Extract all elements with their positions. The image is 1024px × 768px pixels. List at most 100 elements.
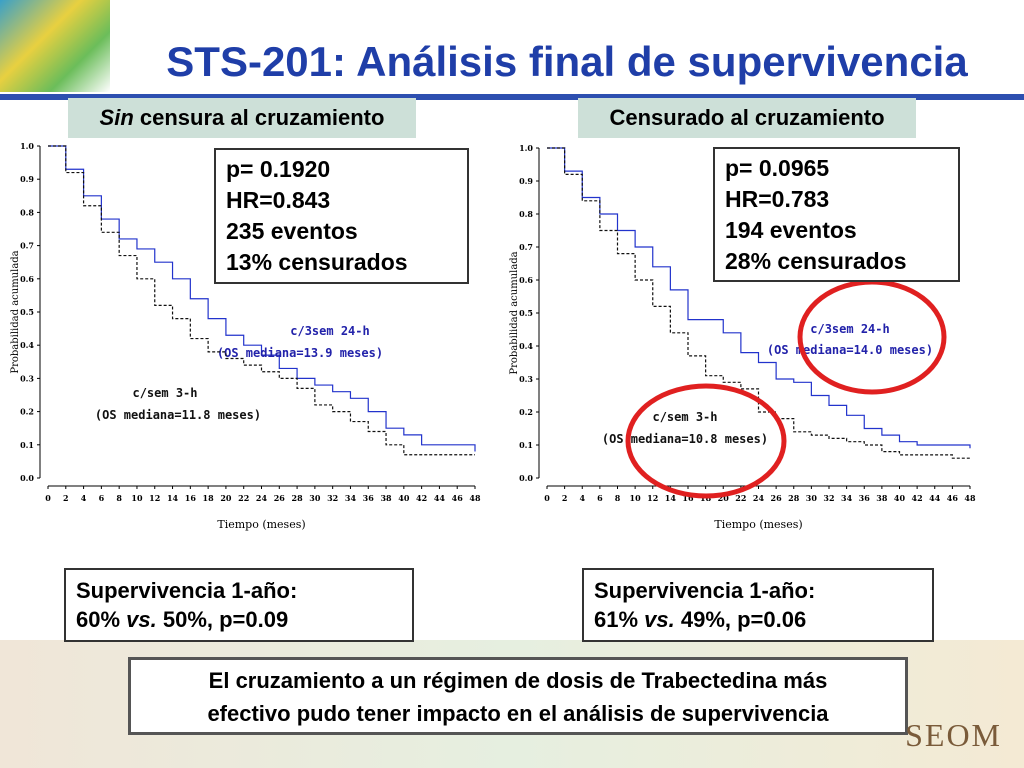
x-tick-label: 16 [185,493,197,503]
x-tick-label: 38 [380,493,392,503]
text: 61% [594,607,645,632]
x-tick-label: 0 [544,493,550,503]
x-tick-label: 26 [771,493,783,503]
y-tick-label: 0.9 [20,174,34,184]
y-tick-label: 0.5 [519,308,533,318]
stats-box: p= 0.0965 HR=0.783 194 eventos 28% censurad… [713,147,960,282]
y-tick-label: 0.5 [20,307,34,317]
charts: 0.00.10.20.30.40.50.60.70.80.91.00 2 4 6 8 10… [10,141,976,531]
highlight-circle [625,383,787,499]
x-tick-label: 14 [665,493,677,503]
y-tick-label: 0.1 [20,440,34,450]
y-tick-label: 0.2 [20,407,34,417]
x-tick-label: 2 [63,493,69,503]
x-tick-label: 10 [131,493,143,503]
x-tick-label: 22 [238,493,249,503]
survival-box: Supervivencia 1-año: 60% vs. 50%, p=0.09 [64,568,414,642]
y-tick-label: 0.7 [519,242,533,252]
panel-header: Censurado al cruzamiento [578,98,916,138]
stat: HR=0.843 [226,187,331,213]
survival-line: 61% vs. 49%, p=0.06 [594,605,922,634]
y-tick-label: 0.8 [20,207,34,217]
x-tick-label: 34 [345,493,357,503]
x-tick-label: 48 [469,493,481,503]
series-annotation: (OS mediana=10.8 meses) [602,432,768,446]
logo-text: SEOM [905,717,1002,753]
y-tick-label: 0.6 [20,274,34,284]
series-annotation: (OS mediana=13.9 meses) [217,346,383,360]
x-axis-label: Tiempo (meses) [217,518,305,531]
y-tick-label: 0.3 [20,373,34,383]
x-tick-label: 48 [964,493,976,503]
x-tick-label: 12 [647,493,658,503]
x-axis-label: Tiempo (meses) [714,518,802,531]
stats-box: p= 0.1920 HR=0.843 235 eventos 13% censurad… [214,148,469,284]
highlight-circle [797,279,947,395]
y-tick-label: 0.4 [20,340,34,350]
stat: 235 eventos [226,218,358,244]
stat: 28% censurados [725,248,907,274]
x-tick-label: 32 [327,493,338,503]
x-tick-label: 4 [579,493,585,503]
x-tick-label: 42 [416,493,427,503]
survival-box: Supervivencia 1-año: 61% vs. 49%, p=0.06 [582,568,934,642]
series-label: c/3sem 24-h [290,324,369,338]
x-tick-label: 38 [876,493,888,503]
series-label: c/sem 3-h [652,410,717,424]
y-tick-label: 0.6 [519,275,533,285]
x-tick-label: 24 [256,493,268,503]
x-tick-label: 6 [99,493,105,503]
survival-line: Supervivencia 1-año: [76,578,298,603]
x-tick-label: 28 [788,493,800,503]
text: 60% [76,607,127,632]
series-annotation: (OS mediana=14.0 meses) [767,343,933,357]
x-tick-label: 44 [434,493,446,503]
x-tick-label: 36 [363,493,375,503]
stat: 194 eventos [725,217,857,243]
y-tick-label: 0.4 [519,341,533,351]
title-rule [0,94,1024,100]
x-tick-label: 20 [718,493,730,503]
stat: 13% censurados [226,249,408,275]
x-tick-label: 40 [398,493,410,503]
km-curve [48,145,475,456]
conclusion-line: efectivo pudo tener impacto en el anális… [207,701,829,726]
x-tick-label: 34 [841,493,853,503]
x-tick-label: 16 [682,493,694,503]
stat: HR=0.783 [725,186,830,212]
text: vs. [644,607,675,632]
x-tick-label: 46 [947,493,959,503]
survival-line: 60% vs. 50%, p=0.09 [76,605,402,634]
stat: p= 0.0965 [725,155,830,181]
y-tick-label: 0.9 [519,176,533,186]
y-axis-label: Probabilidad acumulada [509,251,520,374]
x-tick-label: 10 [630,493,642,503]
x-tick-label: 20 [220,493,232,503]
x-tick-label: 12 [149,493,160,503]
y-axis-label: Probabilidad acumulada [10,250,21,373]
series-label: c/3sem 24-h [810,322,889,336]
header-text: Censurado al cruzamiento [609,105,885,130]
x-tick-label: 2 [562,493,568,503]
stat: p= 0.1920 [226,156,331,182]
series-annotation: (OS mediana=11.8 meses) [95,408,261,422]
y-tick-label: 0.0 [519,473,533,483]
text: 49%, p=0.06 [674,607,807,632]
y-tick-label: 0.0 [20,473,34,483]
x-tick-label: 26 [274,493,286,503]
x-tick-label: 22 [735,493,746,503]
x-tick-label: 30 [806,493,818,503]
y-tick-label: 0.1 [519,440,533,450]
x-tick-label: 46 [452,493,464,503]
x-tick-label: 40 [894,493,906,503]
x-tick-label: 0 [45,493,51,503]
x-tick-label: 24 [753,493,765,503]
x-tick-label: 18 [203,493,215,503]
x-tick-label: 30 [309,493,321,503]
x-tick-label: 32 [823,493,834,503]
conclusion-box: El cruzamiento a un régimen de dosis de … [128,657,908,735]
slide-title: STS-201: Análisis final de supervivencia [166,38,968,85]
x-tick-label: 6 [597,493,603,503]
header-text: censura al cruzamiento [133,105,385,130]
